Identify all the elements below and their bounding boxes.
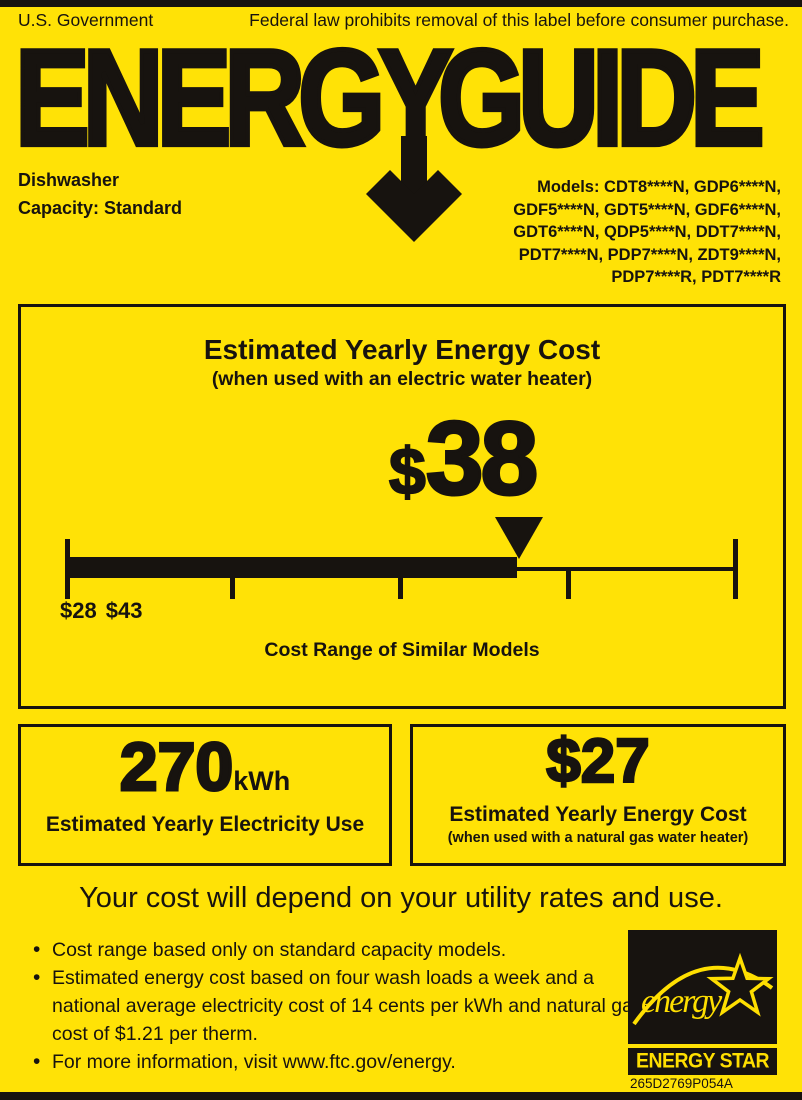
footnote-line: Cost range based only on standard capaci… <box>52 939 507 961</box>
gas-box-sublabel: (when used with a natural gas water heat… <box>447 830 749 846</box>
appliance-info: Dishwasher Capacity: Standard <box>18 166 182 222</box>
model-line: GDF5****N, GDT5****N, GDF6****N, <box>513 200 781 219</box>
energy-star-logo: energy <box>628 930 777 1044</box>
footnote-line: For more information, visit www.ftc.gov/… <box>52 1051 456 1073</box>
energyguide-wordmark: ENERGYGUIDE <box>13 27 767 169</box>
model-line: PDT7****N, PDP7****N, ZDT9****N, <box>518 245 781 264</box>
gas-box-label: Estimated Yearly Energy Cost <box>449 803 747 826</box>
estimated-cost-value: $38 <box>388 401 540 517</box>
scale-min-label: $28 <box>60 598 97 623</box>
gas-cost-value: $27 <box>413 729 783 794</box>
energy-star-emblem-icon: energy <box>632 952 774 1026</box>
electricity-value: 270kWh <box>21 732 389 803</box>
footnote-line: Estimated energy cost based on four wash… <box>52 967 594 989</box>
cost-box-subtitle: (when used with an electric water heater… <box>211 368 593 390</box>
wordmark-guide: GUIDE <box>436 21 767 174</box>
kwh-amount: 270 <box>118 729 234 805</box>
model-line: PDP7****R, PDT7****R <box>611 268 781 286</box>
cost-marker-triangle-icon <box>495 517 543 559</box>
top-border-bar <box>0 0 802 7</box>
gas-cost-box: $27 Estimated Yearly Energy Cost (when u… <box>410 724 786 866</box>
bottom-border-bar <box>0 1092 802 1100</box>
scale-caption: Cost Range of Similar Models <box>264 639 540 661</box>
yearly-energy-cost-box: Estimated Yearly Energy Cost (when used … <box>18 304 786 709</box>
model-line: Models: CDT8****N, GDP6****N, <box>537 178 781 196</box>
model-line: GDT6****N, QDP5****N, DDT7****N, <box>513 223 781 241</box>
scale-range-labels: $28 $43 <box>60 598 151 624</box>
energy-star-text: ENERGY STAR <box>635 1049 770 1073</box>
cost-range-scale <box>65 539 738 599</box>
cost-box-title: Estimated Yearly Energy Cost <box>203 334 601 365</box>
dollar-sign: $ <box>388 434 427 508</box>
footnote-item: For more information, visit www.ftc.gov/… <box>33 1048 653 1076</box>
model-list: Models: CDT8****N, GDP6****N, GDF5****N,… <box>291 176 781 289</box>
cost-amount: 38 <box>424 401 540 517</box>
scale-max-label: $43 <box>105 598 143 623</box>
wordmark-energy: ENERGY <box>13 21 455 174</box>
electricity-use-box: 270kWh Estimated Yearly Electricity Use <box>18 724 392 866</box>
footnote-list: Cost range based only on standard capaci… <box>33 936 653 1076</box>
dollar-sign: $ <box>545 727 582 796</box>
footnote-item: Estimated energy cost based on four wash… <box>33 964 653 1048</box>
energy-star-wordmark: ENERGY STAR <box>628 1048 777 1075</box>
energy-script-text: energy <box>641 983 723 1020</box>
appliance-capacity: Capacity: Standard <box>18 198 183 218</box>
footnote-line: cost of $1.21 per therm. <box>52 1023 258 1045</box>
federal-notice-text: Federal law prohibits removal of this la… <box>249 10 789 30</box>
electricity-box-label: Estimated Yearly Electricity Use <box>45 813 365 836</box>
gas-amount: 27 <box>580 727 651 796</box>
kwh-unit: kWh <box>233 766 291 796</box>
down-arrow-icon <box>366 136 462 242</box>
label-part-number: 265D2769P054A <box>630 1076 733 1091</box>
footnote-line: national average electricity cost of 14 … <box>52 995 643 1017</box>
appliance-type: Dishwasher <box>18 170 120 190</box>
us-government-text: U.S. Government <box>18 10 154 30</box>
footnote-item: Cost range based only on standard capaci… <box>33 936 653 964</box>
utility-rates-headline: Your cost will depend on your utility ra… <box>79 882 723 914</box>
